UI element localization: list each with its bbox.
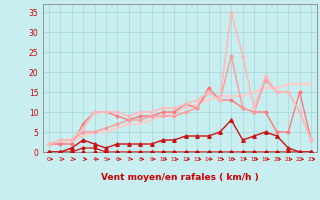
X-axis label: Vent moyen/en rafales ( km/h ): Vent moyen/en rafales ( km/h ) [101, 173, 259, 182]
